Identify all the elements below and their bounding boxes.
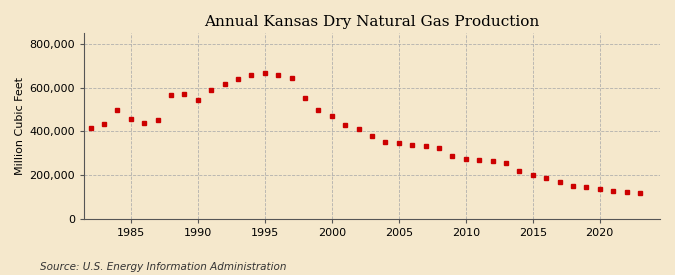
Text: Source: U.S. Energy Information Administration: Source: U.S. Energy Information Administ… — [40, 262, 287, 272]
Title: Annual Kansas Dry Natural Gas Production: Annual Kansas Dry Natural Gas Production — [205, 15, 539, 29]
Y-axis label: Million Cubic Feet: Million Cubic Feet — [15, 77, 25, 175]
